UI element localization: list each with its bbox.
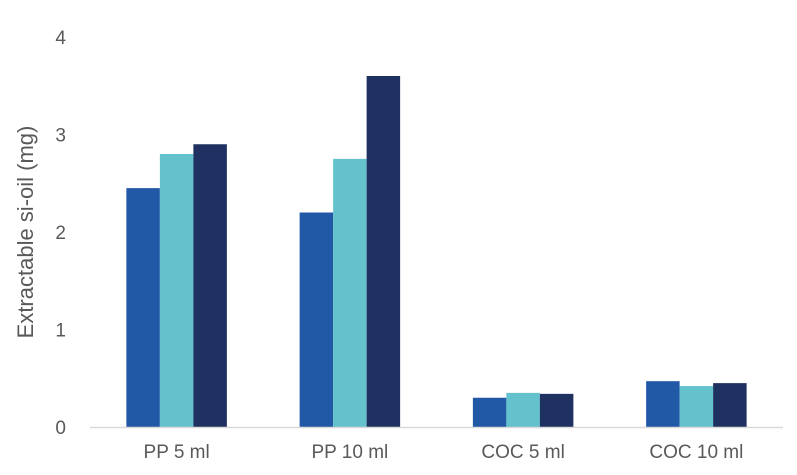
x-tick-label: PP 10 ml [312, 442, 389, 463]
y-axis-label: Extractable si-oil (mg) [13, 126, 38, 339]
bar-pp-5-ml-series-1 [126, 188, 160, 427]
bar-coc-5-ml-series-2 [506, 392, 540, 427]
bar-coc-10-ml-series-3 [713, 383, 747, 427]
bar-pp-10-ml-series-2 [333, 158, 367, 427]
y-tick-label: 3 [55, 126, 66, 147]
bar-coc-10-ml-series-2 [679, 386, 714, 427]
bar-coc-10-ml-series-1 [646, 381, 680, 427]
y-tick-label: 1 [55, 321, 66, 342]
y-tick-label: 0 [55, 418, 66, 439]
bar-pp-5-ml-series-2 [159, 154, 194, 427]
y-tick-label: 2 [55, 223, 66, 244]
y-tick-label: 4 [55, 28, 66, 49]
x-tick-label: COC 10 ml [649, 442, 743, 463]
bar-pp-5-ml-series-3 [193, 144, 227, 427]
x-tick-label: COC 5 ml [481, 442, 564, 463]
bar-pp-10-ml-series-3 [366, 76, 401, 427]
x-tick-label: PP 5 ml [144, 442, 210, 463]
bar-pp-10-ml-series-1 [299, 212, 334, 427]
bar-coc-5-ml-series-3 [539, 393, 574, 427]
bar-coc-5-ml-series-1 [472, 397, 507, 427]
